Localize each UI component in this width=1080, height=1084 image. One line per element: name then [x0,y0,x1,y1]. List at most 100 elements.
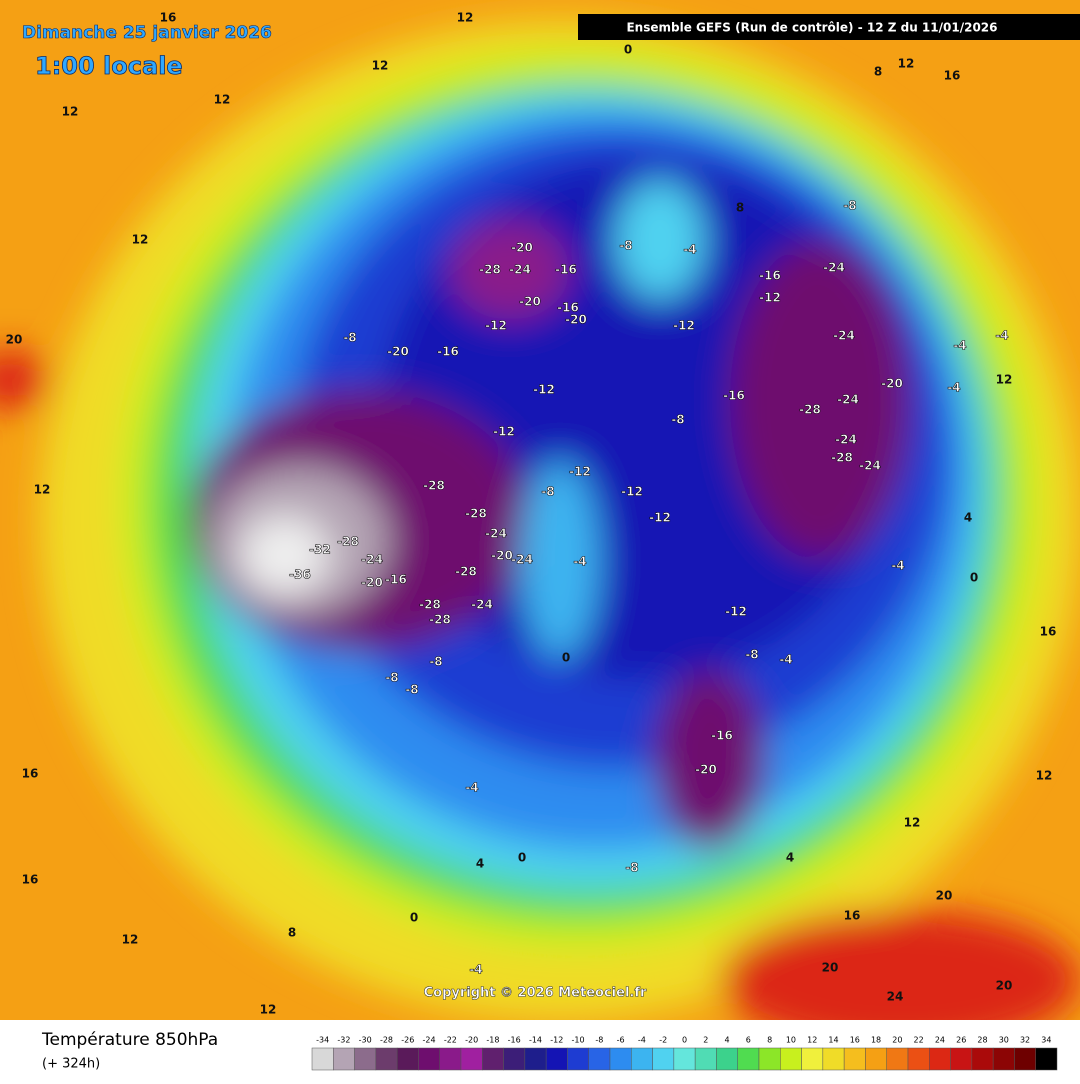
copyright: Copyright © 2026 Meteociel.fr [424,986,647,1001]
contour-label: 16 [22,767,39,781]
contour-label: -12 [673,319,695,333]
contour-label: -28 [455,565,477,579]
colorbar-tick-label: 0 [682,1036,687,1045]
temperature-field [0,0,1080,1050]
contour-label: 0 [970,571,978,585]
contour-label: 12 [260,1003,277,1017]
colorbar-cell [545,1047,568,1071]
contour-label: 20 [996,979,1013,993]
colorbar-cell [992,1047,1015,1071]
colorbar-tick-label: 20 [892,1036,902,1045]
colorbar-cell [567,1047,589,1071]
contour-label: -28 [429,613,451,627]
contour-label: -4 [573,555,586,569]
contour-label: -12 [725,605,747,619]
contour-label: -12 [649,511,671,525]
colorbar-tick-label: -24 [423,1036,436,1045]
colorbar-cell [737,1047,760,1071]
colorbar-cell [1014,1047,1036,1071]
contour-label: -16 [437,345,459,359]
contour-label: 16 [1040,625,1057,639]
contour-label: -12 [759,291,781,305]
colorbar-tick-label: -18 [486,1036,499,1045]
colorbar-tick-label: -28 [380,1036,393,1045]
contour-label: -28 [419,598,441,612]
contour-label: 12 [62,105,79,119]
colorbar-cell [396,1047,419,1071]
colorbar-cell [631,1047,653,1071]
contour-label: -24 [361,553,383,567]
colorbar-tick-label: -6 [617,1036,625,1045]
contour-label: -28 [423,479,445,493]
contour-label: 12 [457,11,474,25]
colorbar-tick-label: -12 [550,1036,563,1045]
contour-label: 4 [476,857,484,871]
colorbar-cell [333,1047,355,1071]
contour-label: 12 [34,483,51,497]
contour-label: 20 [936,889,953,903]
contour-label: -12 [485,319,507,333]
contour-label: -20 [881,377,903,391]
contour-label: -4 [947,381,960,395]
colorbar-cell [311,1047,334,1071]
colorbar-tick-label: -2 [659,1036,667,1045]
colorbar-cell [524,1047,547,1071]
colorbar-cell [758,1047,781,1071]
colorbar-tick-label: -34 [316,1036,329,1045]
contour-label: -16 [759,269,781,283]
map-time: 1:00 locale [35,52,183,80]
colorbar-tick-label: 34 [1041,1036,1051,1045]
contour-label: -28 [465,507,487,521]
contour-label: -24 [835,433,857,447]
colorbar-cell [439,1047,462,1071]
contour-label: -8 [343,331,356,345]
contour-label: -16 [711,729,733,743]
lead-time: (+ 324h) [42,1057,100,1072]
colorbar-cell [801,1047,824,1071]
colorbar-tick-label: 18 [871,1036,881,1045]
contour-label: -24 [833,329,855,343]
colorbar-tick-label: 8 [767,1036,772,1045]
contour-label: -4 [995,329,1008,343]
contour-label: -20 [565,313,587,327]
colorbar-tick-label: 24 [935,1036,945,1045]
colorbar-tick-label: -4 [638,1036,646,1045]
colorbar-cell [886,1047,909,1071]
contour-label: -24 [485,527,507,541]
contour-label: -12 [569,465,591,479]
contour-label: -20 [387,345,409,359]
colorbar-tick-label: -22 [444,1036,457,1045]
colorbar-tick-label: 22 [914,1036,924,1045]
colorbar-cell [673,1047,696,1071]
contour-label: -36 [289,568,311,582]
contour-label: 12 [372,59,389,73]
contour-label: -4 [953,339,966,353]
colorbar-tick-label: 28 [977,1036,987,1045]
colorbar-tick-label: 4 [725,1036,730,1045]
contour-label: 12 [996,373,1013,387]
colorbar-cell [950,1047,973,1071]
colorbar-cell [971,1047,994,1071]
colorbar-cell [843,1047,866,1071]
contour-label: 12 [122,933,139,947]
contour-label: 20 [822,961,839,975]
contour-label: 12 [898,57,915,71]
contour-label: -4 [891,559,904,573]
contour-label: -28 [337,535,359,549]
contour-label: -20 [519,295,541,309]
colorbar-cell [694,1047,717,1071]
contour-label: -28 [799,403,821,417]
colorbar-tick-label: -10 [572,1036,585,1045]
contour-label: 24 [887,990,904,1004]
contour-label: 4 [786,851,794,865]
contour-label: -8 [429,655,442,669]
colorbar-cell [907,1047,930,1071]
contour-label: 16 [944,69,961,83]
map-date: Dimanche 25 janvier 2026 [22,23,272,43]
colorbar-tick-label: -32 [337,1036,350,1045]
contour-label: 16 [22,873,39,887]
colorbar-cell [1035,1047,1058,1071]
contour-label: -8 [541,485,554,499]
contour-label: 0 [562,651,570,665]
